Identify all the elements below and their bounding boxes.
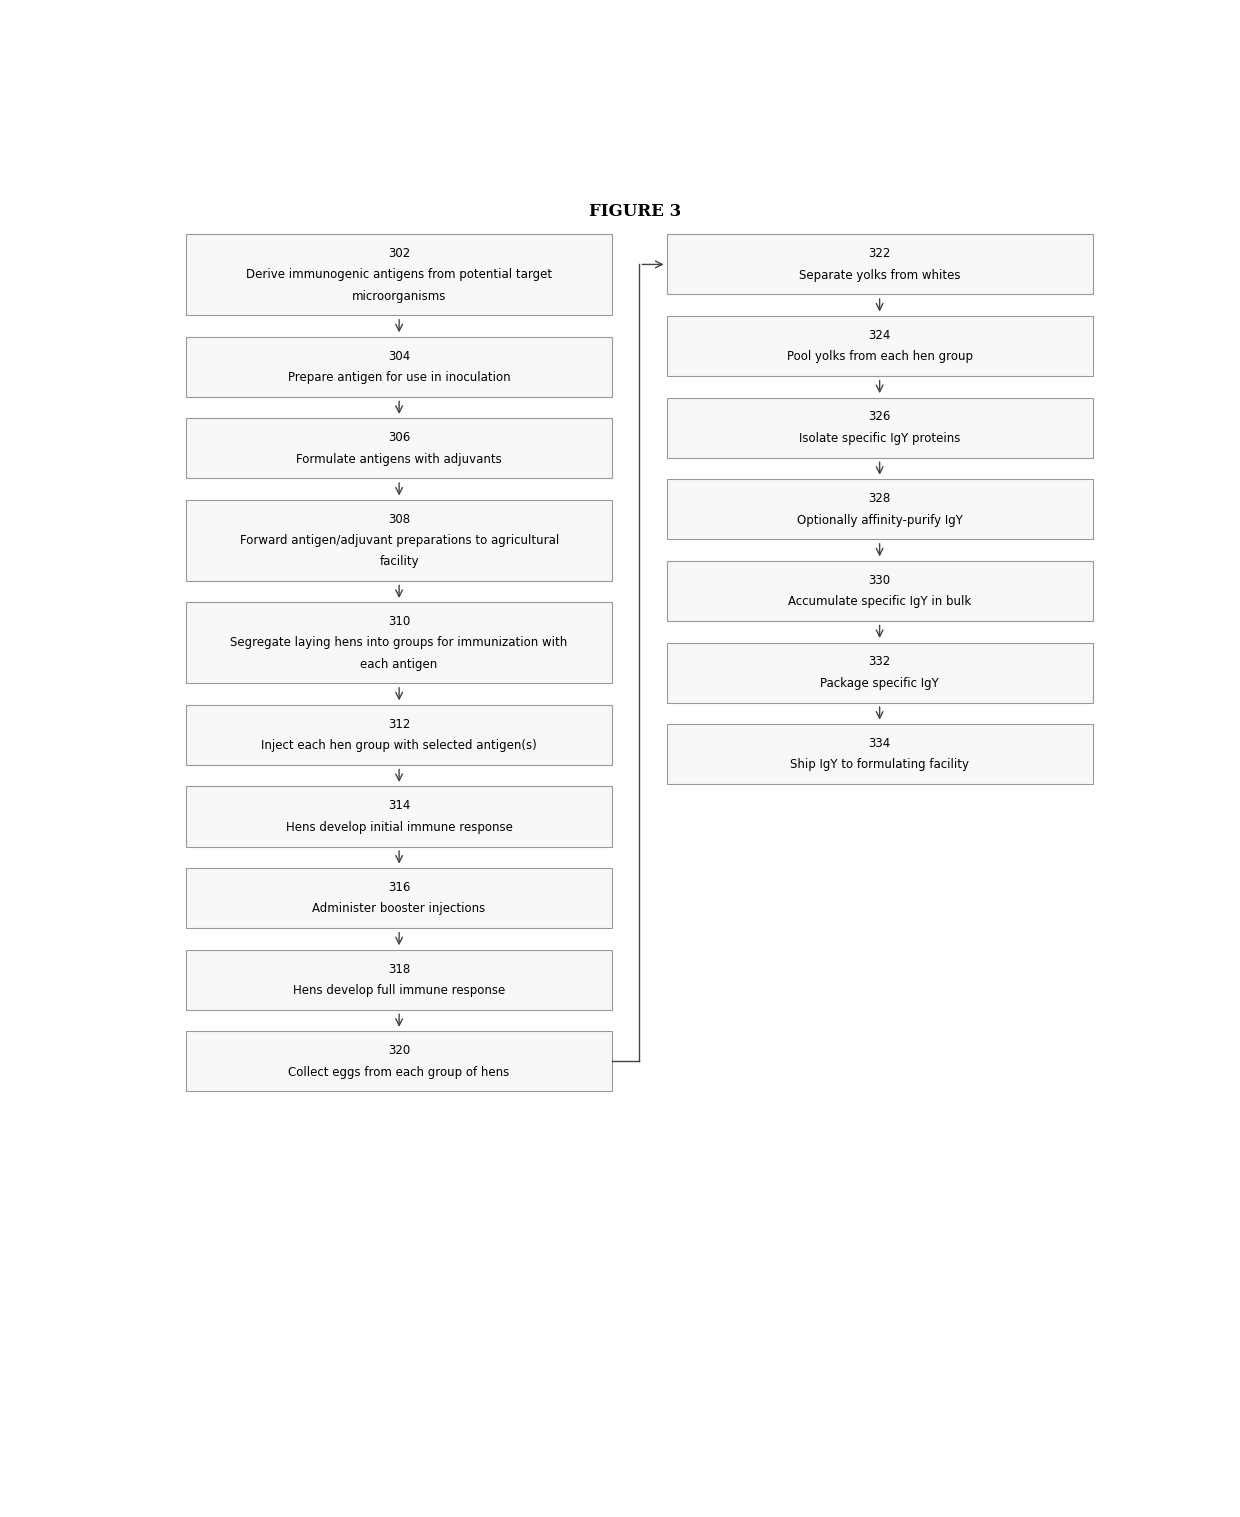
Text: Optionally affinity-purify IgY: Optionally affinity-purify IgY (796, 514, 962, 526)
Text: each antigen: each antigen (361, 658, 438, 671)
Text: 328: 328 (868, 492, 890, 505)
Text: Prepare antigen for use in inoculation: Prepare antigen for use in inoculation (288, 372, 511, 384)
Text: 326: 326 (868, 411, 890, 423)
Bar (186, 419, 613, 478)
Text: 332: 332 (868, 655, 890, 669)
Text: Pool yolks from each hen group: Pool yolks from each hen group (786, 350, 972, 363)
Bar (667, 397, 1092, 458)
Text: 308: 308 (388, 513, 410, 526)
Bar (667, 643, 1092, 702)
Text: microorganisms: microorganisms (352, 290, 446, 302)
Text: 334: 334 (868, 737, 890, 749)
Text: Forward antigen/adjuvant preparations to agricultural: Forward antigen/adjuvant preparations to… (239, 534, 559, 548)
Text: 306: 306 (388, 431, 410, 444)
Bar (186, 705, 613, 765)
Bar (186, 786, 613, 846)
Text: Package specific IgY: Package specific IgY (820, 677, 939, 690)
Text: Hens develop initial immune response: Hens develop initial immune response (285, 821, 512, 834)
Text: Collect eggs from each group of hens: Collect eggs from each group of hens (289, 1065, 510, 1079)
Text: 318: 318 (388, 962, 410, 975)
Text: Administer booster injections: Administer booster injections (312, 903, 486, 915)
Bar (186, 235, 613, 316)
Text: Separate yolks from whites: Separate yolks from whites (799, 269, 960, 282)
Text: Hens develop full immune response: Hens develop full immune response (293, 985, 505, 997)
Text: FIGURE 3: FIGURE 3 (589, 203, 682, 220)
Text: Derive immunogenic antigens from potential target: Derive immunogenic antigens from potenti… (246, 269, 552, 281)
Bar (186, 950, 613, 1010)
Text: 310: 310 (388, 614, 410, 628)
Bar (667, 724, 1092, 784)
Text: 314: 314 (388, 799, 410, 812)
Bar (667, 316, 1092, 376)
Text: Isolate specific IgY proteins: Isolate specific IgY proteins (799, 432, 960, 444)
Text: 330: 330 (868, 573, 890, 587)
Bar (186, 868, 613, 928)
Text: Ship IgY to formulating facility: Ship IgY to formulating facility (790, 758, 970, 771)
Text: 312: 312 (388, 718, 410, 731)
Bar (667, 561, 1092, 620)
Bar (186, 602, 613, 683)
Text: 304: 304 (388, 349, 410, 363)
Text: 320: 320 (388, 1044, 410, 1057)
Bar (667, 479, 1092, 540)
Text: Accumulate specific IgY in bulk: Accumulate specific IgY in bulk (787, 595, 971, 608)
Bar (186, 337, 613, 397)
Text: Segregate laying hens into groups for immunization with: Segregate laying hens into groups for im… (231, 637, 568, 649)
Text: 324: 324 (868, 329, 890, 341)
Bar (186, 1032, 613, 1091)
Text: facility: facility (379, 555, 419, 569)
Text: Formulate antigens with adjuvants: Formulate antigens with adjuvants (296, 452, 502, 466)
Text: Inject each hen group with selected antigen(s): Inject each hen group with selected anti… (262, 739, 537, 752)
Bar (186, 501, 613, 581)
Text: 316: 316 (388, 881, 410, 894)
Text: 322: 322 (868, 247, 890, 261)
Text: 302: 302 (388, 247, 410, 259)
Bar (667, 235, 1092, 294)
